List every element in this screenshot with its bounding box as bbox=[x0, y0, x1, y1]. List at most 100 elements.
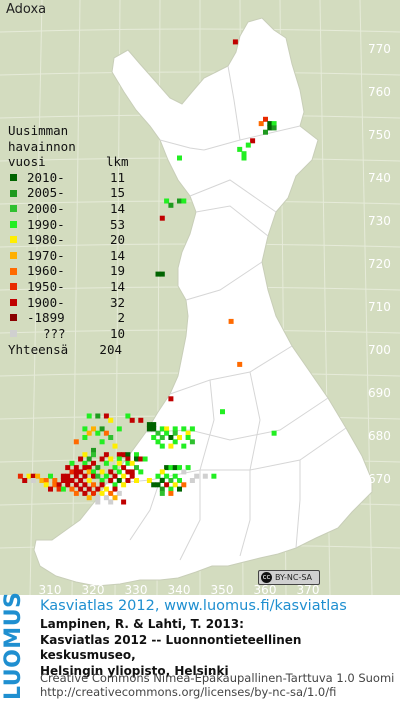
observation-square bbox=[112, 495, 118, 501]
legend-count: 14 bbox=[109, 278, 125, 294]
legend-label: 1980- bbox=[27, 232, 65, 248]
observation-square bbox=[189, 478, 195, 483]
license-url[interactable]: http://creativecommons.org/licenses/by-n… bbox=[40, 685, 337, 699]
legend-swatch bbox=[10, 298, 17, 306]
legend-swatch bbox=[10, 330, 17, 338]
legend-swatch bbox=[10, 174, 17, 182]
y-tick-label: 690 bbox=[368, 386, 391, 400]
observation-square bbox=[271, 121, 277, 127]
observation-square bbox=[108, 435, 114, 440]
observation-square bbox=[146, 422, 152, 428]
observation-square bbox=[60, 486, 66, 492]
observation-square bbox=[177, 198, 182, 204]
observation-square bbox=[86, 413, 92, 419]
observation-square bbox=[65, 465, 71, 471]
observation-square bbox=[52, 482, 58, 488]
observation-square bbox=[17, 473, 23, 479]
observation-square bbox=[159, 271, 165, 277]
x-tick-label: 370 bbox=[296, 583, 320, 597]
observation-square bbox=[82, 465, 88, 471]
observation-square bbox=[112, 443, 118, 449]
observation-square bbox=[86, 456, 92, 462]
observation-square bbox=[168, 465, 174, 471]
observation-square bbox=[112, 465, 118, 471]
observation-square bbox=[99, 439, 105, 445]
observation-square bbox=[121, 452, 127, 458]
observation-square bbox=[95, 499, 101, 505]
observation-square bbox=[99, 469, 105, 475]
observation-square bbox=[108, 417, 114, 423]
observation-square bbox=[250, 138, 256, 144]
species-title: Adoxa bbox=[6, 2, 47, 17]
observation-square bbox=[103, 430, 109, 436]
observation-square bbox=[177, 435, 182, 440]
observation-square bbox=[125, 456, 131, 462]
observation-square bbox=[159, 469, 165, 475]
observation-square bbox=[91, 452, 96, 458]
observation-square bbox=[65, 478, 71, 483]
observation-square bbox=[168, 396, 174, 402]
legend-header-line2: havainnon bbox=[8, 138, 76, 154]
y-tick-label: 680 bbox=[368, 429, 391, 443]
observation-square bbox=[134, 456, 139, 462]
observation-square bbox=[103, 452, 109, 458]
luomus-logo: LUOMUS bbox=[1, 591, 26, 700]
observation-square bbox=[82, 473, 88, 479]
observation-square bbox=[220, 409, 225, 415]
y-tick-label: 740 bbox=[368, 171, 391, 185]
legend-row: 2010- 11 bbox=[8, 170, 129, 186]
observation-square bbox=[181, 443, 187, 449]
legend-total-label: Yhteensä bbox=[8, 342, 69, 358]
observation-square bbox=[112, 486, 118, 492]
observation-square bbox=[103, 413, 109, 419]
observation-square bbox=[30, 478, 36, 483]
observation-square bbox=[271, 125, 277, 131]
legend-label: 1970- bbox=[27, 247, 65, 263]
observation-square bbox=[134, 478, 139, 483]
atlas-link[interactable]: Kasviatlas 2012, www.luomus.fi/kasviatla… bbox=[40, 598, 347, 614]
observation-square bbox=[82, 452, 88, 458]
observation-square bbox=[121, 465, 127, 471]
observation-square bbox=[108, 499, 114, 505]
observation-square bbox=[172, 430, 178, 436]
observation-square bbox=[48, 473, 53, 479]
observation-square bbox=[99, 478, 105, 483]
legend-swatch bbox=[10, 283, 17, 291]
observation-square bbox=[91, 473, 96, 479]
observation-square bbox=[95, 473, 101, 479]
observation-square bbox=[168, 435, 174, 440]
observation-square bbox=[146, 478, 152, 483]
observation-square bbox=[78, 478, 84, 483]
observation-square bbox=[121, 473, 127, 479]
observation-square bbox=[177, 155, 182, 161]
observation-square bbox=[116, 426, 122, 432]
legend-swatch bbox=[10, 252, 17, 260]
observation-square bbox=[159, 215, 165, 221]
license-text: Creative Commons Nimeä-Epäkaupallinen-Ta… bbox=[40, 671, 394, 699]
observation-square bbox=[73, 469, 79, 475]
observation-square bbox=[108, 490, 114, 496]
license-line1: Creative Commons Nimeä-Epäkaupallinen-Ta… bbox=[40, 671, 395, 685]
observation-square bbox=[69, 460, 75, 466]
observation-square bbox=[185, 430, 191, 436]
observation-square bbox=[73, 473, 79, 479]
observation-square bbox=[39, 478, 45, 483]
observation-square bbox=[60, 478, 66, 483]
observation-square bbox=[112, 473, 118, 479]
observation-square bbox=[164, 198, 170, 204]
observation-square bbox=[91, 490, 96, 496]
observation-square bbox=[267, 125, 273, 131]
observation-square bbox=[211, 473, 217, 479]
legend-swatch bbox=[10, 205, 17, 213]
observation-square bbox=[56, 486, 62, 492]
observation-square bbox=[86, 478, 92, 483]
legend-header-line1: Uusimman bbox=[8, 123, 69, 138]
observation-square bbox=[164, 430, 170, 436]
observation-square bbox=[69, 478, 75, 483]
observation-square bbox=[91, 482, 96, 488]
observation-square bbox=[95, 430, 101, 436]
observation-square bbox=[138, 417, 144, 423]
legend-row: ??? 10 bbox=[8, 326, 129, 342]
legend-swatch bbox=[10, 267, 17, 275]
legend-row: 2000- 14 bbox=[8, 201, 129, 217]
